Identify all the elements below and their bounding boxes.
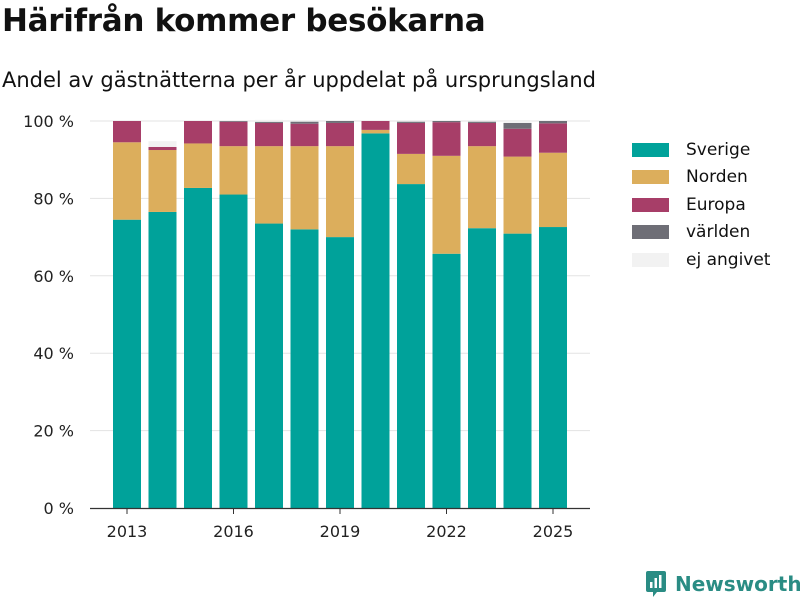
brand-logo: Newsworthy — [645, 570, 800, 598]
x-tick-label: 2025 — [533, 522, 574, 541]
x-tick-label: 2019 — [320, 522, 361, 541]
legend-label: ej angivet — [686, 249, 771, 270]
bar-segment — [539, 227, 567, 508]
x-tick-label: 2016 — [213, 522, 254, 541]
bar-segment — [432, 121, 461, 123]
bar-segment — [219, 121, 248, 147]
bar-segment — [468, 228, 496, 508]
y-tick-label: 0 % — [44, 499, 74, 518]
y-tick-label: 80 % — [33, 189, 74, 208]
legend-item: världen — [632, 219, 770, 247]
legend-label: världen — [686, 222, 751, 243]
bar-segment — [113, 142, 141, 220]
bar-segment — [539, 123, 567, 153]
bar-segment — [503, 156, 532, 234]
bar-segment — [113, 121, 141, 143]
legend-swatch — [632, 225, 669, 240]
y-tick-label: 60 % — [33, 267, 74, 286]
legend: Sverige Norden Europa världen ej angivet — [632, 136, 770, 274]
bar-segment — [255, 121, 283, 123]
bar-segment — [361, 133, 390, 508]
legend-label: Europa — [686, 194, 746, 215]
bar-segment — [148, 150, 177, 212]
bar-segment — [432, 122, 461, 156]
bar-segment — [290, 123, 319, 147]
bar-segment — [539, 121, 567, 124]
bar-segment — [503, 122, 532, 129]
legend-swatch — [632, 252, 669, 267]
bar-segment — [255, 223, 283, 508]
bar-segment — [326, 121, 354, 123]
bar-segment — [255, 122, 283, 147]
brand-name: Newsworthy — [675, 572, 800, 596]
bar-segment — [326, 122, 354, 147]
bar-segment — [184, 143, 212, 188]
legend-swatch — [632, 197, 669, 212]
x-tick-label: 2013 — [107, 522, 148, 541]
legend-item: Norden — [632, 164, 770, 192]
bar-segment — [503, 128, 532, 157]
bar-segment — [468, 122, 496, 147]
bar-segment — [219, 194, 248, 508]
bar-segment — [432, 253, 461, 508]
chart-title: Härifrån kommer besökarna — [2, 3, 486, 39]
bar-segment — [326, 146, 354, 238]
bar-segment — [148, 146, 177, 151]
bar-segment — [539, 152, 567, 228]
newsworthy-logo-icon — [646, 571, 666, 597]
legend-label: Sverige — [686, 139, 751, 160]
legend-item: Europa — [632, 191, 770, 219]
bar-segment — [326, 237, 354, 508]
y-tick-label: 100 % — [23, 112, 74, 131]
bar-segment — [219, 121, 248, 122]
legend-item: Sverige — [632, 136, 770, 164]
bar-segment — [432, 155, 461, 254]
bar-segment — [290, 146, 319, 230]
bar-segment — [397, 122, 425, 154]
x-tick-label: 2022 — [426, 522, 467, 541]
bar-segment — [148, 211, 177, 508]
bars — [113, 119, 567, 509]
legend-swatch — [632, 142, 669, 157]
legend-swatch — [632, 170, 669, 185]
legend-label: Norden — [686, 167, 748, 188]
bar-segment — [290, 229, 319, 509]
legend-item: ej angivet — [632, 246, 770, 274]
bar-segment — [361, 121, 390, 130]
axes: 0 % 20 % 40 % 60 % 80 % 100 % 2013 2016 2019 2022… — [23, 112, 590, 541]
bar-segment — [361, 129, 390, 134]
bar-segment — [184, 187, 212, 509]
bar-segment — [219, 146, 248, 195]
chart-subtitle: Andel av gästnätterna per år uppdelat på… — [2, 68, 596, 92]
bar-segment — [503, 233, 532, 508]
bar-segment — [255, 146, 283, 224]
bar-segment — [148, 141, 177, 147]
bar-segment — [184, 121, 212, 144]
bar-segment — [397, 121, 425, 123]
bar-segment — [468, 121, 496, 123]
bar-segment — [503, 121, 532, 123]
y-tick-label: 20 % — [33, 422, 74, 441]
bar-segment — [397, 153, 425, 185]
bar-segment — [468, 146, 496, 229]
bar-segment — [255, 119, 283, 122]
y-tick-label: 40 % — [33, 344, 74, 363]
bar-segment — [113, 219, 141, 508]
bar-segment — [397, 184, 425, 508]
bar-segment — [290, 121, 319, 124]
